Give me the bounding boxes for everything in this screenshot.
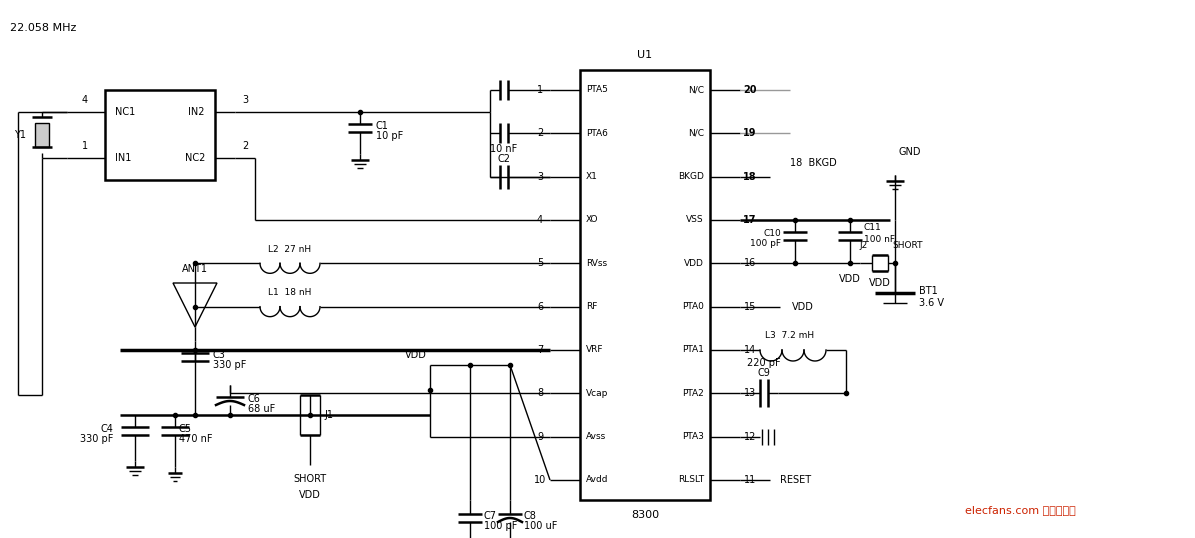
- Text: 16: 16: [743, 258, 756, 268]
- Text: VDD: VDD: [684, 259, 704, 268]
- Text: 330 pF: 330 pF: [80, 434, 114, 444]
- Text: PTA6: PTA6: [586, 129, 608, 138]
- Text: 4: 4: [82, 95, 88, 105]
- Text: 470 nF: 470 nF: [179, 434, 213, 444]
- Text: PTA1: PTA1: [682, 345, 704, 355]
- Text: 8300: 8300: [631, 510, 660, 520]
- Text: 14: 14: [743, 345, 756, 355]
- Text: C4: C4: [100, 424, 114, 434]
- Text: Avss: Avss: [586, 432, 606, 441]
- Text: L3  7.2 mH: L3 7.2 mH: [766, 331, 815, 341]
- Text: 22.058 MHz: 22.058 MHz: [10, 23, 76, 33]
- Text: C5: C5: [179, 424, 192, 434]
- Text: RVss: RVss: [586, 259, 607, 268]
- Text: X1: X1: [586, 172, 598, 181]
- Text: 18  BKGD: 18 BKGD: [790, 158, 836, 168]
- Text: BT1: BT1: [919, 286, 938, 296]
- Text: 10 pF: 10 pF: [376, 131, 403, 141]
- Text: J1: J1: [324, 410, 333, 420]
- Text: VRF: VRF: [586, 345, 603, 355]
- Text: Avdd: Avdd: [586, 476, 608, 485]
- Text: 220 pF: 220 pF: [747, 358, 780, 369]
- Bar: [580, 70, 710, 500]
- Text: C8: C8: [523, 511, 537, 521]
- Text: PTA3: PTA3: [682, 432, 704, 441]
- Text: 17: 17: [743, 215, 756, 225]
- Text: XO: XO: [586, 216, 599, 224]
- Text: 100 nF: 100 nF: [864, 236, 895, 244]
- Text: IN2: IN2: [189, 107, 206, 117]
- Text: 1: 1: [82, 141, 88, 151]
- Text: 11: 11: [743, 475, 756, 485]
- Text: 100 pF: 100 pF: [484, 521, 517, 531]
- Text: PTA0: PTA0: [682, 302, 704, 311]
- Text: VDD: VDD: [405, 350, 427, 360]
- Text: 7: 7: [537, 345, 543, 355]
- Text: PTA5: PTA5: [586, 86, 608, 95]
- Bar: [35, 123, 49, 147]
- Text: 330 pF: 330 pF: [213, 360, 246, 370]
- Text: 4: 4: [537, 215, 543, 225]
- Text: Y1: Y1: [14, 130, 26, 140]
- Bar: [105, 90, 215, 180]
- Text: RF: RF: [586, 302, 598, 311]
- Text: N/C: N/C: [688, 129, 704, 138]
- Text: N/C: N/C: [688, 86, 704, 95]
- Text: 18: 18: [743, 172, 756, 182]
- Text: NC1: NC1: [115, 107, 135, 117]
- Text: 100 uF: 100 uF: [523, 521, 557, 531]
- Text: L2  27 nH: L2 27 nH: [269, 245, 312, 254]
- Text: 3: 3: [241, 95, 249, 105]
- Text: L1  18 nH: L1 18 nH: [269, 288, 312, 297]
- Text: C11: C11: [864, 223, 882, 232]
- Text: 20: 20: [743, 85, 756, 95]
- Text: C3: C3: [213, 350, 226, 360]
- Text: 15: 15: [743, 302, 756, 312]
- Text: J2: J2: [859, 241, 868, 250]
- Text: 8: 8: [537, 388, 543, 398]
- Text: PTA2: PTA2: [682, 389, 704, 398]
- Text: BKGD: BKGD: [678, 172, 704, 181]
- Text: 68 uF: 68 uF: [249, 404, 275, 414]
- Text: C10: C10: [764, 230, 782, 238]
- Text: SHORT: SHORT: [891, 241, 923, 250]
- Text: 2: 2: [537, 129, 543, 138]
- Text: 6: 6: [537, 302, 543, 312]
- Text: C2: C2: [497, 154, 510, 164]
- Text: 2: 2: [241, 141, 249, 151]
- Text: U1: U1: [637, 50, 652, 60]
- Text: VDD: VDD: [839, 274, 860, 285]
- Text: 12: 12: [743, 431, 756, 442]
- Text: IN1: IN1: [115, 153, 131, 163]
- Text: RESET: RESET: [780, 475, 811, 485]
- Text: ANT1: ANT1: [182, 264, 208, 274]
- Text: elecfans.com 电子发烧友: elecfans.com 电子发烧友: [964, 505, 1076, 515]
- Text: 10: 10: [534, 475, 546, 485]
- Text: C9: C9: [758, 369, 771, 378]
- Text: VDD: VDD: [869, 278, 891, 288]
- Text: 3.6 V: 3.6 V: [919, 299, 944, 308]
- Text: VDD: VDD: [792, 302, 814, 312]
- Text: C6: C6: [249, 394, 261, 404]
- Text: 10 nF: 10 nF: [490, 144, 517, 154]
- Text: C7: C7: [484, 511, 497, 521]
- Text: VSS: VSS: [686, 216, 704, 224]
- Text: RLSLT: RLSLT: [678, 476, 704, 485]
- Text: 3: 3: [537, 172, 543, 182]
- Text: GND: GND: [899, 147, 921, 157]
- Text: 100 pF: 100 pF: [750, 239, 782, 249]
- Text: SHORT: SHORT: [294, 474, 326, 484]
- Text: 19: 19: [743, 129, 756, 138]
- Text: 5: 5: [537, 258, 543, 268]
- Text: C1: C1: [376, 121, 388, 131]
- Text: 9: 9: [537, 431, 543, 442]
- Text: NC2: NC2: [184, 153, 206, 163]
- Text: 1: 1: [537, 85, 543, 95]
- Text: VDD: VDD: [299, 490, 321, 500]
- Text: Vcap: Vcap: [586, 389, 608, 398]
- Text: 13: 13: [743, 388, 756, 398]
